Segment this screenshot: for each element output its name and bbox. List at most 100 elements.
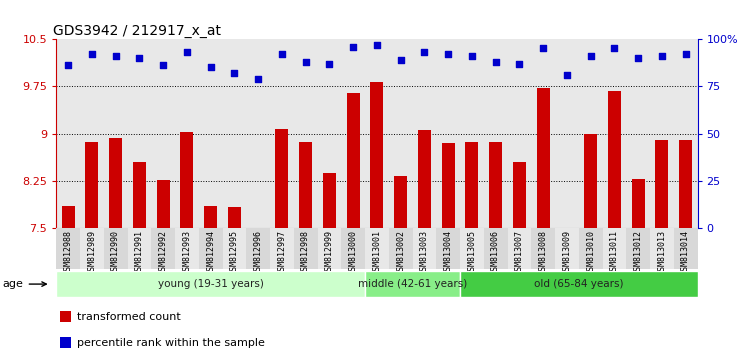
Point [110,53,122,59]
Text: GSM813012: GSM813012 [634,230,643,275]
Bar [584,134,597,228]
Bar [86,142,98,228]
Bar [656,140,668,228]
Point [370,42,382,47]
Bar [228,207,241,228]
Bar [508,228,531,269]
Bar [513,162,526,228]
Text: GDS3942 / 212917_x_at: GDS3942 / 212917_x_at [53,24,221,38]
Bar [56,228,80,269]
Bar [341,228,365,269]
Bar [157,180,170,228]
Bar [365,228,388,269]
Bar [460,271,698,297]
Bar [56,271,365,297]
Bar [346,93,360,228]
Text: GSM813007: GSM813007 [514,230,523,275]
Point [537,46,549,51]
Bar [579,228,602,269]
Text: GSM813003: GSM813003 [420,230,429,275]
Text: GSM813011: GSM813011 [610,230,619,275]
Text: GSM812999: GSM812999 [325,230,334,275]
Text: GSM812988: GSM812988 [64,230,73,275]
Bar [608,91,621,228]
Text: young (19-31 years): young (19-31 years) [158,279,263,289]
Bar [602,228,626,269]
Bar [632,179,645,228]
Bar [370,82,383,228]
Bar [62,206,75,228]
Point [419,49,430,55]
Bar [650,228,674,269]
Point [680,51,692,57]
Point [228,70,240,76]
Bar [199,228,223,269]
Bar [109,138,122,228]
Point [134,55,146,61]
Text: GSM813001: GSM813001 [372,230,381,275]
Text: GSM812996: GSM812996 [254,230,262,275]
Bar [365,271,460,297]
Bar [413,228,436,269]
Bar [626,228,650,269]
Text: GSM812993: GSM812993 [182,230,191,275]
Text: old (65-84 years): old (65-84 years) [534,279,623,289]
Bar [299,142,312,228]
Text: GSM813009: GSM813009 [562,230,572,275]
Point [347,44,359,49]
Point [394,57,406,63]
Text: transformed count: transformed count [77,312,181,322]
Bar [465,142,478,228]
Text: GSM812997: GSM812997 [278,230,286,275]
Bar [317,228,341,269]
Bar [674,228,698,269]
Bar [128,228,152,269]
Bar [418,131,431,228]
Bar [555,228,579,269]
Bar [531,228,555,269]
Text: GSM813004: GSM813004 [444,230,452,275]
Bar [294,228,317,269]
Point [299,59,312,64]
Text: GSM813006: GSM813006 [491,230,500,275]
Text: GSM812989: GSM812989 [87,230,96,275]
Text: middle (42-61 years): middle (42-61 years) [358,279,467,289]
Point [86,51,98,57]
Point [181,49,193,55]
Text: percentile rank within the sample: percentile rank within the sample [77,338,266,348]
Point [561,72,573,78]
Point [585,53,597,59]
Text: GSM812994: GSM812994 [206,230,215,275]
Point [490,59,502,64]
Point [205,64,217,70]
Bar [251,228,265,230]
Text: GSM812991: GSM812991 [135,230,144,275]
Bar [436,228,460,269]
Text: GSM813013: GSM813013 [657,230,666,275]
Bar [270,228,294,269]
Text: GSM813010: GSM813010 [586,230,596,275]
Bar [104,228,128,269]
Text: GSM812998: GSM812998 [301,230,310,275]
Bar [180,132,194,228]
Text: GSM812995: GSM812995 [230,230,238,275]
Point [632,55,644,61]
Text: GSM813014: GSM813014 [681,230,690,275]
Text: GSM813005: GSM813005 [467,230,476,275]
Bar [442,143,454,228]
Text: age: age [3,279,46,289]
Bar [152,228,175,269]
Bar [133,162,146,228]
Point [62,63,74,68]
Bar [204,206,218,228]
Text: GSM813000: GSM813000 [349,230,358,275]
Point [323,61,335,67]
Point [656,53,668,59]
Bar [59,311,71,322]
Point [608,46,620,51]
Point [276,51,288,57]
Bar [59,337,71,348]
Bar [223,228,246,269]
Bar [679,140,692,228]
Bar [80,228,104,269]
